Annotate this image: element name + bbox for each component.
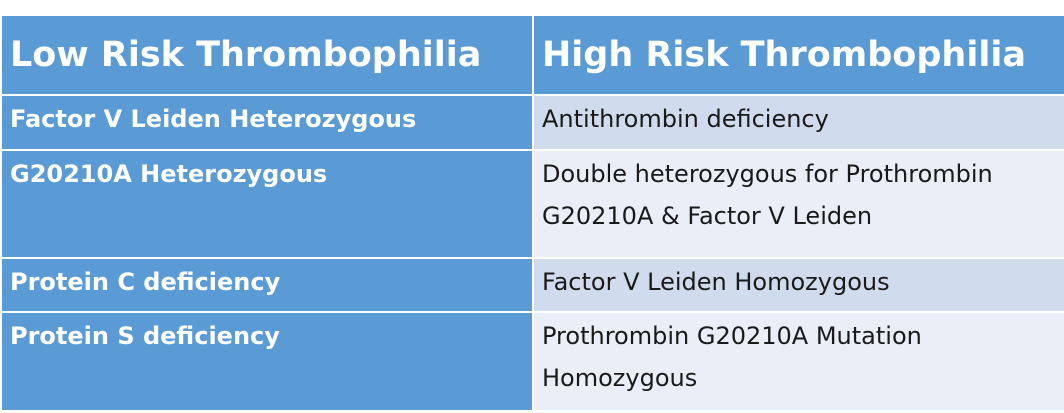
table-row: Factor V Leiden Heterozygous Antithrombi… xyxy=(0,94,1064,151)
high-risk-cell: Factor V Leiden Homozygous xyxy=(532,257,1064,314)
table-row: Protein C deficiency Factor V Leiden Hom… xyxy=(0,257,1064,314)
table-row: Protein S deficiency Prothrombin G20210A… xyxy=(0,311,1064,412)
header-cell: High Risk Thrombophilia xyxy=(532,13,1064,97)
high-risk-cell: Double heterozygous for Prothrombin G202… xyxy=(532,148,1064,260)
header-cell: Low Risk Thrombophilia xyxy=(0,13,534,97)
low-risk-cell: Factor V Leiden Heterozygous xyxy=(0,94,534,151)
low-risk-cell: G20210A Heterozygous xyxy=(0,148,534,260)
header-row: Low Risk Thrombophilia High Risk Thrombo… xyxy=(0,13,1064,97)
table-row: G20210A Heterozygous Double heterozygous… xyxy=(0,148,1064,260)
high-risk-cell: Antithrombin deficiency xyxy=(532,94,1064,151)
thrombophilia-table: Low Risk Thrombophilia High Risk Thrombo… xyxy=(0,13,1064,412)
low-risk-cell: Protein S deficiency xyxy=(0,311,534,412)
low-risk-cell: Protein C deficiency xyxy=(0,257,534,314)
high-risk-cell: Prothrombin G20210A Mutation Homozygous xyxy=(532,311,1064,412)
